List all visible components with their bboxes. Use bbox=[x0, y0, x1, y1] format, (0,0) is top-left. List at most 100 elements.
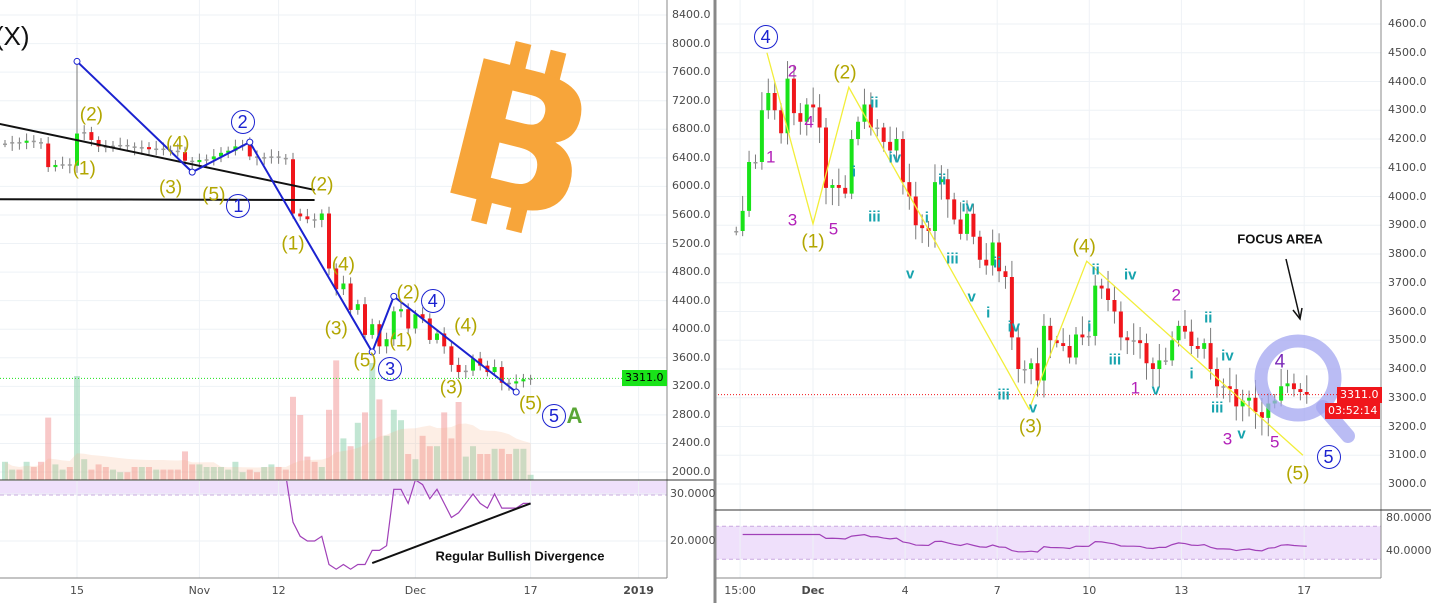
volume-bar bbox=[203, 467, 210, 480]
price-axis-label: 4000.0 bbox=[672, 322, 711, 336]
time-axis-label: Nov bbox=[188, 584, 211, 597]
candle bbox=[1259, 412, 1264, 418]
elliott-wave-line bbox=[766, 52, 1304, 456]
candle bbox=[442, 333, 447, 347]
logo-bar bbox=[508, 41, 532, 75]
candle bbox=[435, 333, 439, 340]
volume-bar bbox=[340, 438, 347, 480]
wave-label: iv bbox=[1008, 320, 1021, 335]
wave-label-text: ii bbox=[938, 171, 947, 189]
time-axis-label: Dec bbox=[801, 584, 825, 597]
volume-bar bbox=[405, 454, 412, 480]
price-axis-label: 3500.0 bbox=[1388, 333, 1427, 347]
candle bbox=[849, 139, 854, 194]
candle bbox=[836, 185, 841, 188]
candle bbox=[932, 182, 937, 231]
candle bbox=[1298, 389, 1303, 392]
volume-bar bbox=[88, 469, 95, 480]
logo-bar bbox=[505, 200, 529, 234]
volume-bar bbox=[347, 446, 354, 480]
wave-label: i bbox=[1190, 366, 1194, 381]
wave-label: v bbox=[1029, 401, 1037, 416]
wave-label: (3) bbox=[1019, 417, 1042, 436]
candle bbox=[1234, 389, 1239, 407]
candle bbox=[3, 143, 7, 146]
volume-bar bbox=[160, 469, 167, 480]
wave-label: 5 bbox=[542, 404, 566, 429]
candle bbox=[1106, 288, 1111, 300]
candle bbox=[197, 159, 202, 163]
candle bbox=[31, 140, 36, 143]
price-axis-label: 2800.0 bbox=[672, 407, 711, 421]
volume-bar bbox=[23, 461, 30, 480]
wave-label: (2) bbox=[80, 105, 103, 124]
wave-label-text: 2 bbox=[787, 61, 798, 81]
candle bbox=[370, 324, 375, 335]
wave-label-text: (1) bbox=[389, 330, 413, 352]
wave-label: ii bbox=[938, 173, 946, 188]
wave-label: i bbox=[852, 165, 856, 180]
candle bbox=[1073, 334, 1078, 358]
candle bbox=[843, 187, 848, 194]
wave-label-text: (3) bbox=[324, 318, 348, 340]
wave-label-text: v bbox=[1028, 399, 1038, 417]
logo-letter: B bbox=[422, 18, 616, 267]
candle bbox=[804, 104, 809, 122]
wave-label-text: ii bbox=[870, 94, 879, 112]
magnifier-icon bbox=[1254, 334, 1342, 422]
wave-label-text: i bbox=[924, 209, 929, 227]
volume-bar bbox=[146, 467, 152, 480]
candle bbox=[913, 196, 918, 226]
wave-label-text: ii bbox=[1091, 261, 1100, 279]
candle bbox=[471, 358, 475, 371]
candle bbox=[875, 127, 880, 129]
candle bbox=[971, 213, 976, 237]
candle bbox=[734, 231, 739, 233]
candle bbox=[1003, 271, 1008, 277]
candle bbox=[1195, 346, 1200, 349]
wave-label: (5) bbox=[1286, 464, 1309, 483]
candle bbox=[1240, 400, 1245, 407]
candle bbox=[1054, 340, 1059, 344]
price-axis-label: 2000.0 bbox=[672, 465, 711, 479]
candle bbox=[17, 142, 22, 144]
price-axis-label: 4100.0 bbox=[1388, 160, 1427, 174]
candle bbox=[39, 142, 43, 144]
candle bbox=[161, 148, 166, 151]
candle bbox=[521, 379, 526, 382]
wave-label: (5) bbox=[202, 185, 225, 204]
volume-bar bbox=[506, 454, 512, 480]
rsi-axis-label: 40.0000 bbox=[1386, 544, 1431, 557]
wave-label-text: i bbox=[1189, 365, 1194, 383]
volume-bar bbox=[491, 448, 498, 480]
wave-label-text: (4) bbox=[331, 254, 356, 276]
rsi-right bbox=[742, 533, 1307, 553]
logo-bar bbox=[471, 191, 494, 225]
candle bbox=[747, 162, 752, 211]
candle bbox=[881, 127, 886, 142]
price-axis-label: 6000.0 bbox=[672, 179, 711, 193]
wave-label-text: iv bbox=[888, 149, 902, 167]
volume-bar bbox=[117, 472, 124, 480]
volume-bar bbox=[45, 417, 52, 480]
price-axis-label: 3900.0 bbox=[1388, 218, 1427, 232]
rsi-axis-label: 80.0000 bbox=[1386, 511, 1431, 524]
wave-label-text: 4 bbox=[753, 24, 778, 49]
candle bbox=[1131, 340, 1136, 342]
candle bbox=[945, 179, 950, 200]
wave-label: 5 bbox=[1316, 444, 1341, 469]
time-axis-label: 7 bbox=[993, 584, 1001, 597]
trendline bbox=[0, 122, 315, 191]
wave-label: (4) bbox=[332, 255, 355, 274]
candle bbox=[456, 364, 461, 373]
wave-label-text: ii bbox=[1204, 309, 1213, 327]
wave-point bbox=[246, 138, 254, 146]
wave-label: 2 bbox=[230, 110, 255, 135]
rsi-band-right bbox=[715, 526, 1381, 560]
wave-label-text: (4) bbox=[1072, 236, 1096, 258]
candle bbox=[1061, 343, 1066, 346]
wave-label-text: v bbox=[967, 288, 976, 306]
wave-label-text: 3 bbox=[787, 210, 798, 230]
divergence-line bbox=[371, 502, 531, 565]
